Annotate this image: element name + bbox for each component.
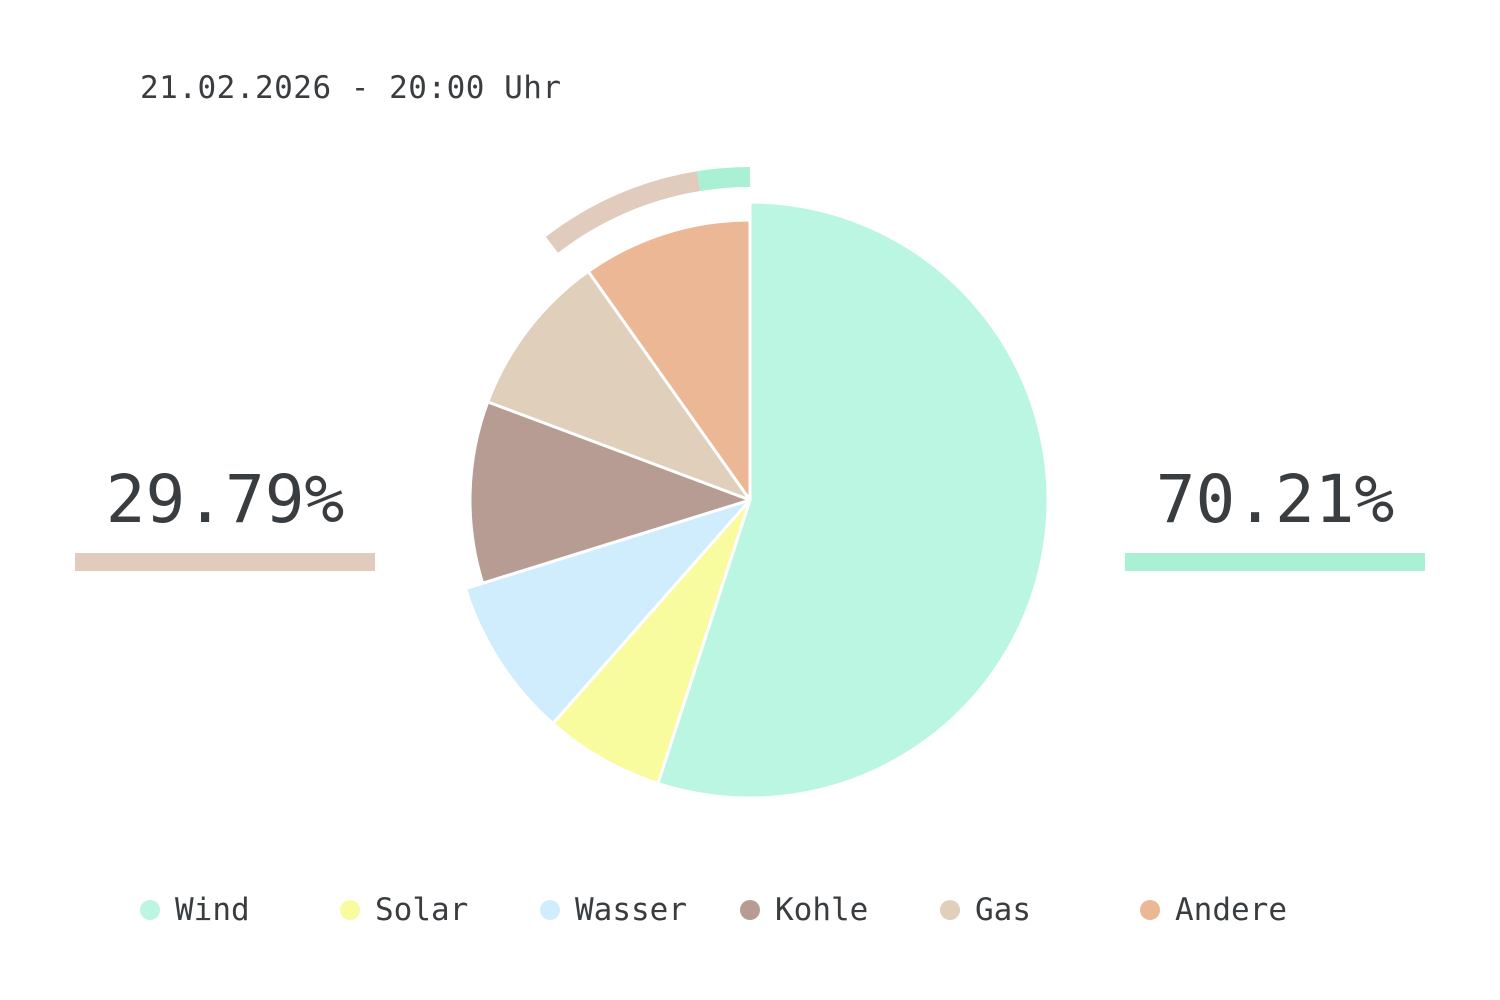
legend-label: Andere — [1175, 892, 1287, 928]
legend-label: Wasser — [575, 892, 687, 928]
legend-item-wind: Wind — [140, 890, 250, 930]
legend-item-andere: Andere — [1140, 890, 1287, 930]
legend-label: Wind — [175, 892, 250, 928]
renewable-ring-arc — [696, 167, 751, 192]
legend-swatch — [540, 900, 560, 920]
legend-label: Gas — [975, 892, 1031, 928]
pie-slice-wind — [656, 200, 1050, 800]
fossil-ring-arc — [545, 171, 701, 253]
legend-swatch — [340, 900, 360, 920]
legend-swatch — [740, 900, 760, 920]
legend-label: Kohle — [775, 892, 869, 928]
chart-timestamp: 21.02.2026 - 20:00 Uhr — [140, 70, 562, 106]
legend-swatch — [140, 900, 160, 920]
pie-slice-wasser — [463, 498, 752, 726]
pie-slice-kohle — [468, 400, 752, 585]
pie-slice-gas — [486, 269, 752, 502]
legend-item-wasser: Wasser — [540, 890, 687, 930]
pie-slice-solar — [551, 498, 752, 785]
chart-legend: Wind Solar Wasser Kohle Gas Andere — [0, 890, 1500, 930]
pie-slice-andere — [586, 218, 752, 502]
legend-item-kohle: Kohle — [740, 890, 868, 930]
legend-item-gas: Gas — [940, 890, 1031, 930]
renewable-share-value: 70.21% — [1155, 461, 1395, 538]
legend-swatch — [1140, 900, 1160, 920]
legend-swatch — [940, 900, 960, 920]
fossil-share-value: 29.79% — [105, 461, 345, 538]
renewable-share-bar — [1125, 553, 1425, 571]
fossil-share-bar — [75, 553, 375, 571]
legend-item-solar: Solar — [340, 890, 468, 930]
legend-label: Solar — [375, 892, 469, 928]
